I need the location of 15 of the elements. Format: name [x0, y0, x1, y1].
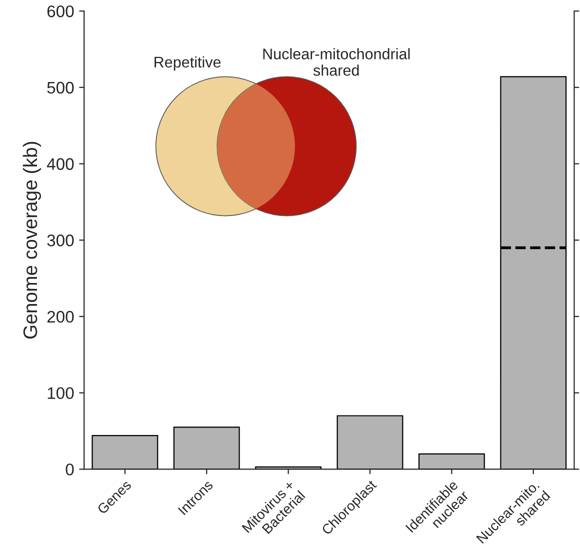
- y-tick-label: 200: [47, 310, 74, 323]
- y-tick-label: 300: [47, 234, 74, 246]
- bar: [92, 435, 158, 470]
- y-axis-title: Genome coverage (kb): [22, 142, 42, 339]
- bar: [500, 76, 567, 470]
- bar: [418, 453, 485, 470]
- bar: [173, 426, 240, 470]
- y-tick-label: 600: [47, 5, 74, 18]
- y-tick-label: 0: [66, 464, 74, 476]
- annotation: Nuclear-mitochondrial shared: [263, 48, 410, 76]
- bar: [336, 415, 404, 470]
- annotation: Repetitive: [154, 56, 221, 71]
- y-tick-label: 400: [46, 158, 74, 170]
- y-tick-label: 500: [47, 82, 74, 94]
- y-tick-label: 100: [48, 387, 74, 400]
